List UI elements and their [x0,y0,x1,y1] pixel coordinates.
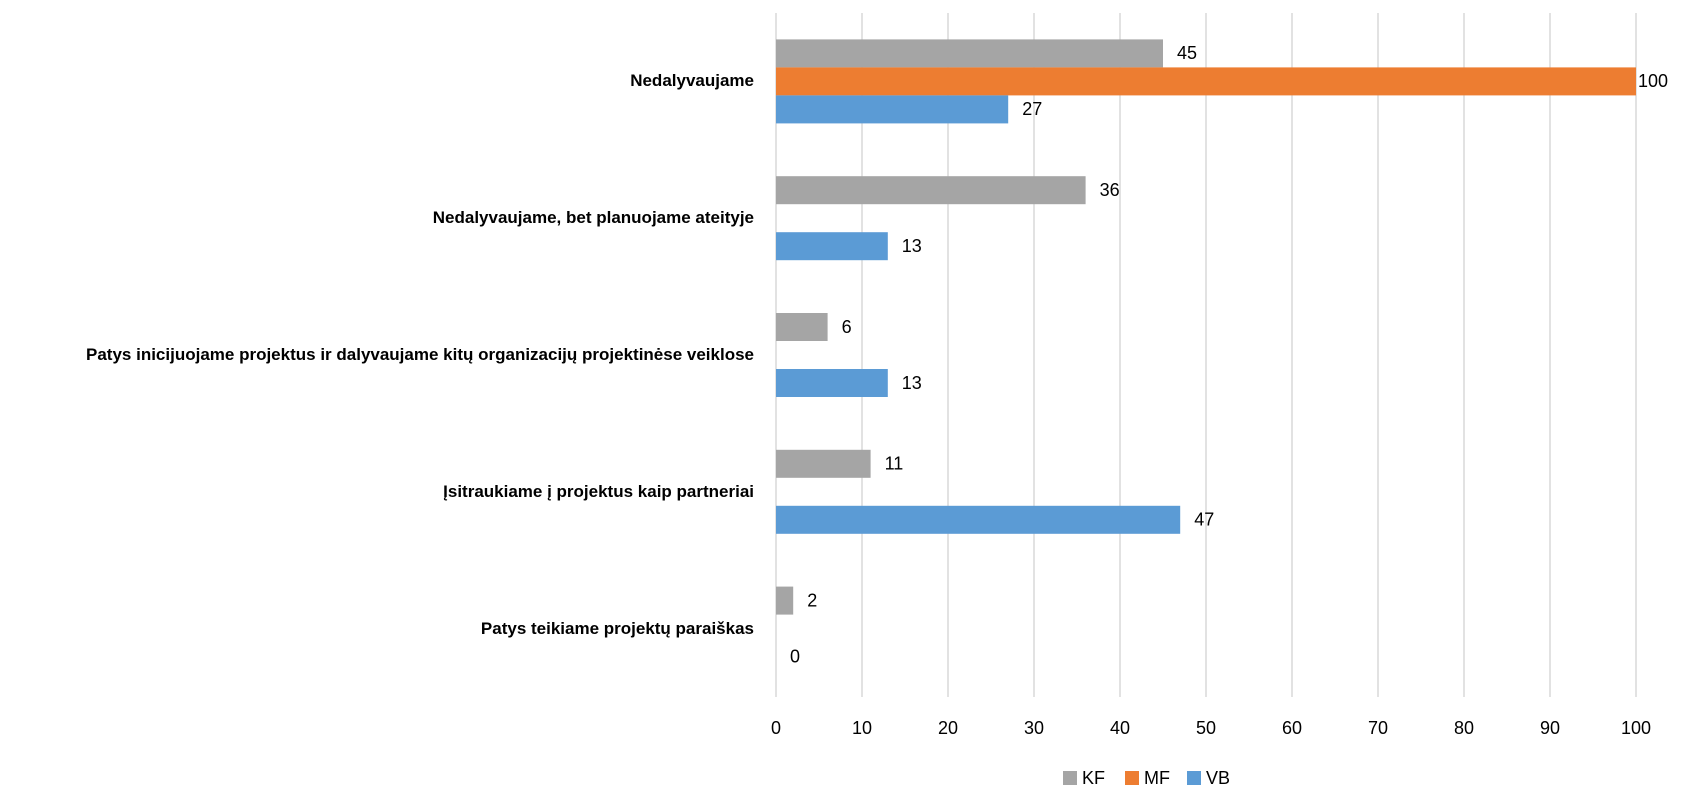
x-tick-label: 80 [1454,718,1474,738]
value-label: 0 [790,646,800,666]
x-tick-label: 10 [852,718,872,738]
bar [776,39,1163,68]
x-tick-label: 70 [1368,718,1388,738]
category-label-box: Patys inicijuojame projektus ir dalyvauj… [10,342,754,368]
value-label: 11 [885,454,904,474]
value-label: 13 [902,373,922,393]
x-tick-label: 40 [1110,718,1130,738]
legend-label: MF [1144,768,1170,788]
bar [776,505,1181,534]
bar [776,232,888,261]
x-tick-label: 20 [938,718,958,738]
legend-swatch [1063,771,1077,785]
legend-label: VB [1206,768,1230,788]
category-label: Nedalyvaujame, bet planuojame ateityje [432,208,754,228]
legend-label: KF [1082,768,1105,788]
value-label: 6 [842,317,852,337]
x-tick-label: 100 [1621,718,1651,738]
category-label: Įsitraukiame į projektus kaip partneriai [443,481,754,501]
value-label: 27 [1022,99,1042,119]
category-label-box: Patys teikiame projektų paraiškas [10,616,754,642]
category-label: Patys inicijuojame projektus ir dalyvauj… [86,345,754,364]
bar [776,67,1636,96]
value-label: 47 [1194,510,1214,530]
bar [776,369,888,397]
category-label: Nedalyvaujame [630,71,754,91]
bar [776,586,794,615]
bar [776,95,1009,124]
value-label: 45 [1177,43,1197,63]
legend-swatch [1187,771,1201,785]
x-tick-label: 90 [1540,718,1560,738]
category-label-box: Įsitraukiame į projektus kaip partneriai [10,479,754,505]
x-tick-label: 0 [771,718,781,738]
category-label: Patys teikiame projektų paraiškas [480,618,754,638]
bar [776,313,828,341]
value-label: 2 [807,590,817,610]
bar [776,449,871,478]
category-label-box: Nedalyvaujame [10,68,754,94]
x-tick-label: 30 [1024,718,1044,738]
value-label: 36 [1100,180,1120,200]
value-label: 100 [1638,71,1668,91]
legend-swatch [1125,771,1139,785]
x-tick-label: 50 [1196,718,1216,738]
value-label: 13 [902,236,922,256]
category-label-box: Nedalyvaujame, bet planuojame ateityje [10,205,754,231]
bar [776,176,1086,205]
x-tick-label: 60 [1282,718,1302,738]
